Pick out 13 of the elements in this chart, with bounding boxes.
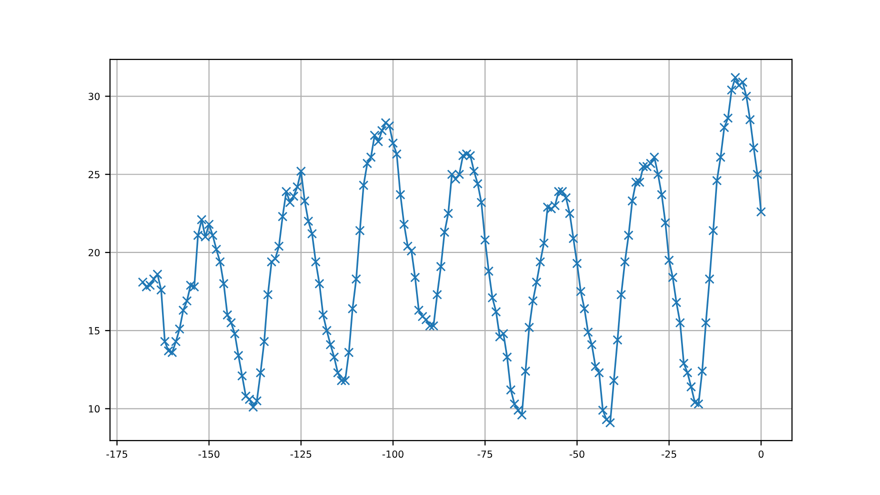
x-tick-label: -50 <box>570 450 584 458</box>
y-tick-label: 25 <box>88 170 100 178</box>
x-tick-label: -175 <box>106 450 128 458</box>
y-tick-label: 15 <box>88 327 100 334</box>
y-tick-label: 20 <box>88 248 100 256</box>
x-tick-label: -100 <box>382 450 404 458</box>
x-tick-label: -75 <box>478 450 492 458</box>
x-tick-label: -150 <box>198 450 220 458</box>
y-tick-label: 30 <box>88 92 100 100</box>
y-tick-label: 10 <box>88 405 100 413</box>
x-tick-label: -125 <box>290 450 312 458</box>
x-tick-label: -25 <box>662 450 676 458</box>
x-tick-label: 0 <box>758 450 764 458</box>
